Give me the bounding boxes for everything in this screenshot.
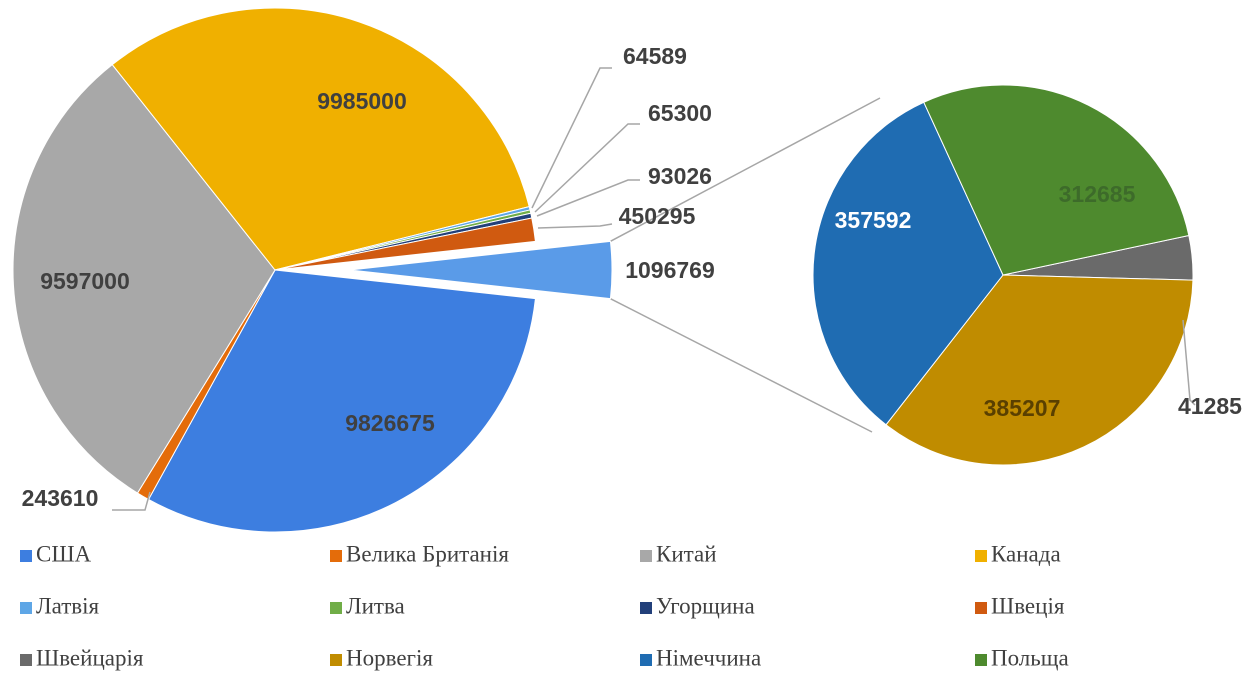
data-label: 9826675 <box>345 410 435 436</box>
legend-swatch <box>640 550 652 562</box>
data-label: 357592 <box>835 207 912 233</box>
leader-line <box>531 67 612 209</box>
legend-swatch <box>975 654 987 666</box>
data-label: 450295 <box>619 203 696 229</box>
legend-swatch <box>640 654 652 666</box>
legend-swatch <box>975 550 987 562</box>
data-label: 312685 <box>1059 181 1136 207</box>
legend-swatch <box>975 602 987 614</box>
pie-slice <box>12 63 276 494</box>
leader-line <box>534 123 640 213</box>
legend-label: Литва <box>346 593 405 618</box>
legend-label: Польща <box>991 645 1069 670</box>
pie-slice-other <box>349 240 613 300</box>
leader-line <box>537 223 613 229</box>
connector <box>610 97 881 242</box>
data-label: 41285 <box>1178 393 1242 419</box>
legend-swatch <box>330 654 342 666</box>
legend-label: Швеція <box>991 593 1065 618</box>
leader-line <box>536 179 640 217</box>
pie-slice <box>812 101 1004 426</box>
data-label: 243610 <box>22 485 99 511</box>
legend-label: Швейцарія <box>36 645 144 670</box>
connector <box>610 298 873 433</box>
data-label: 1096769 <box>625 257 715 283</box>
legend-swatch <box>330 550 342 562</box>
pie-slice <box>147 269 536 533</box>
legend-swatch <box>20 654 32 666</box>
legend-label: Канада <box>991 541 1061 566</box>
pie-slice <box>923 84 1190 276</box>
legend-label: Німеччина <box>656 645 761 670</box>
leader-line <box>1182 319 1196 406</box>
data-label: 9597000 <box>40 268 130 294</box>
legend-swatch <box>640 602 652 614</box>
data-label: 385207 <box>984 395 1061 421</box>
legend-label: США <box>36 541 92 566</box>
legend-label: Норвегія <box>346 645 433 670</box>
pie-slice <box>274 217 536 271</box>
data-label: 65300 <box>648 100 712 126</box>
legend-swatch <box>20 550 32 562</box>
legend-label: Китай <box>656 541 717 566</box>
data-label: 64589 <box>623 43 687 69</box>
connector-lines <box>610 97 881 433</box>
pie-slice <box>111 7 530 271</box>
data-label: 9985000 <box>317 88 407 114</box>
data-label: 93026 <box>648 163 712 189</box>
leader-line <box>112 491 151 511</box>
legend-swatch <box>330 602 342 614</box>
legend-label: Латвія <box>36 593 100 618</box>
legend-label: Угорщина <box>656 593 755 618</box>
legend-swatch <box>20 602 32 614</box>
legend-label: Велика Британія <box>346 541 509 566</box>
